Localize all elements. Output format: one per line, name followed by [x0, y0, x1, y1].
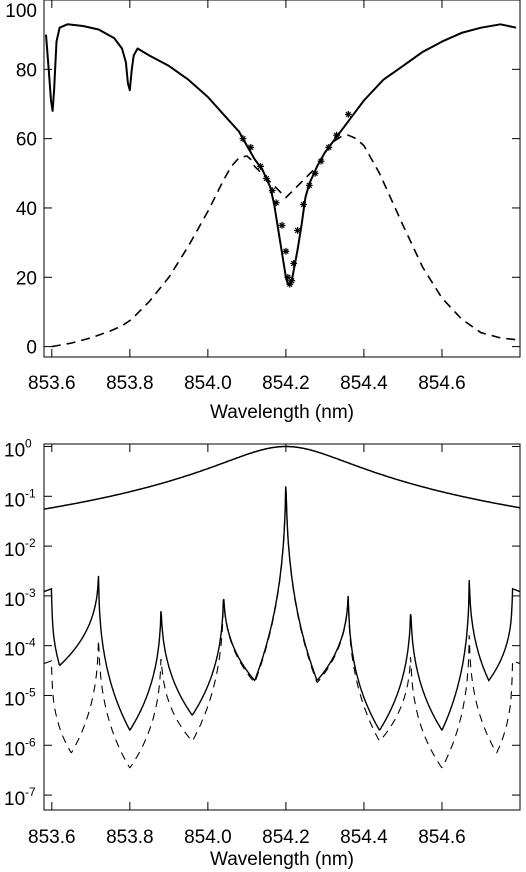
bottom-x-tick-label: 854.6	[418, 827, 466, 848]
bottom-y-tick-label: 10	[4, 440, 25, 461]
top-asterisk-marker	[278, 221, 286, 229]
top-asterisk-marker	[294, 227, 302, 234]
bottom-y-tick-exponent: -3	[25, 586, 36, 600]
bottom-x-tick-label: 854.0	[184, 827, 232, 848]
top-y-tick-label: 40	[16, 199, 37, 220]
top-x-tick-label: 854.6	[418, 373, 466, 394]
bottom-y-tick-exponent: -6	[25, 735, 36, 749]
bottom-y-tick-label: 10	[4, 739, 25, 760]
top-asterisk-marker	[317, 157, 325, 165]
bottom-solid-transmission-line	[43, 486, 521, 731]
top-x-ticks: 853.6 853.8 854.0 854.2 854.4 854.6	[28, 0, 466, 394]
top-series	[45, 23, 517, 348]
bottom-y-tick-label: 10	[4, 640, 25, 661]
top-asterisk-marker	[333, 131, 341, 139]
top-asterisk-marker	[311, 169, 319, 177]
bottom-series	[43, 445, 521, 769]
top-asterisk-marker	[344, 110, 352, 118]
top-solid-series-line	[45, 23, 517, 286]
top-panel: 853.6 853.8 854.0 854.2 854.4 854.6 0 20 40 60 80…	[5, 0, 521, 423]
bottom-y-tick-exponent: -4	[25, 636, 36, 650]
top-y-tick-label: 60	[16, 130, 37, 151]
bottom-x-axis-label: Wavelength (nm)	[210, 849, 354, 870]
top-dashed-series-line	[51, 134, 517, 348]
top-asterisk-marker	[239, 135, 247, 143]
top-asterisk-marker	[247, 143, 255, 151]
top-asterisk-marker	[268, 187, 276, 195]
bottom-y-tick-exponent: -5	[25, 685, 36, 699]
top-asterisk-marker	[288, 277, 296, 285]
bottom-x-tick-label: 854.4	[340, 827, 388, 848]
top-asterisk-marker	[300, 201, 307, 208]
top-y-tick-label: 0	[26, 338, 37, 359]
bottom-y-tick-label: 10	[4, 490, 25, 511]
top-asterisk-marker	[262, 175, 270, 182]
bottom-y-tick-exponent: -7	[25, 785, 36, 799]
bottom-y-tick-label: 10	[4, 789, 25, 810]
bottom-x-tick-label: 853.6	[28, 827, 76, 848]
top-plot-frame	[43, 0, 521, 358]
bottom-x-tick-label: 853.8	[106, 827, 154, 848]
top-y-tick-label: 100	[5, 1, 37, 22]
top-x-tick-label: 853.8	[106, 373, 154, 394]
bottom-y-tick-label: 10	[4, 689, 25, 710]
top-x-axis-label: Wavelength (nm)	[210, 402, 354, 423]
bottom-x-ticks: 853.6 853.8 854.0 854.2 854.4 854.6	[28, 444, 466, 848]
top-asterisk-marker	[282, 247, 290, 255]
top-asterisk-marker	[257, 162, 264, 170]
top-asterisk-marker	[325, 143, 333, 151]
top-x-tick-label: 854.4	[340, 373, 388, 394]
top-x-tick-label: 853.6	[28, 373, 76, 394]
bottom-y-tick-label: 10	[4, 540, 25, 561]
bottom-prefilter-line	[43, 445, 521, 510]
bottom-y-tick-exponent: 0	[25, 436, 32, 450]
bottom-dashed-transmission-line	[43, 486, 521, 769]
bottom-y-tick-label: 10	[4, 590, 25, 611]
top-markers	[239, 110, 352, 288]
bottom-y-tick-exponent: -1	[25, 486, 36, 500]
top-x-tick-label: 854.2	[262, 373, 310, 394]
top-y-ticks: 0 20 40 60 80 100	[5, 0, 520, 359]
top-y-tick-label: 20	[16, 268, 37, 289]
top-y-tick-label: 80	[16, 60, 37, 81]
bottom-plot-frame	[43, 443, 521, 811]
bottom-x-tick-label: 854.2	[262, 827, 310, 848]
top-asterisk-marker	[272, 199, 280, 207]
top-x-tick-label: 854.0	[184, 373, 232, 394]
bottom-y-tick-exponent: -2	[25, 536, 36, 550]
top-asterisk-marker	[290, 260, 298, 267]
top-asterisk-marker	[305, 182, 313, 189]
